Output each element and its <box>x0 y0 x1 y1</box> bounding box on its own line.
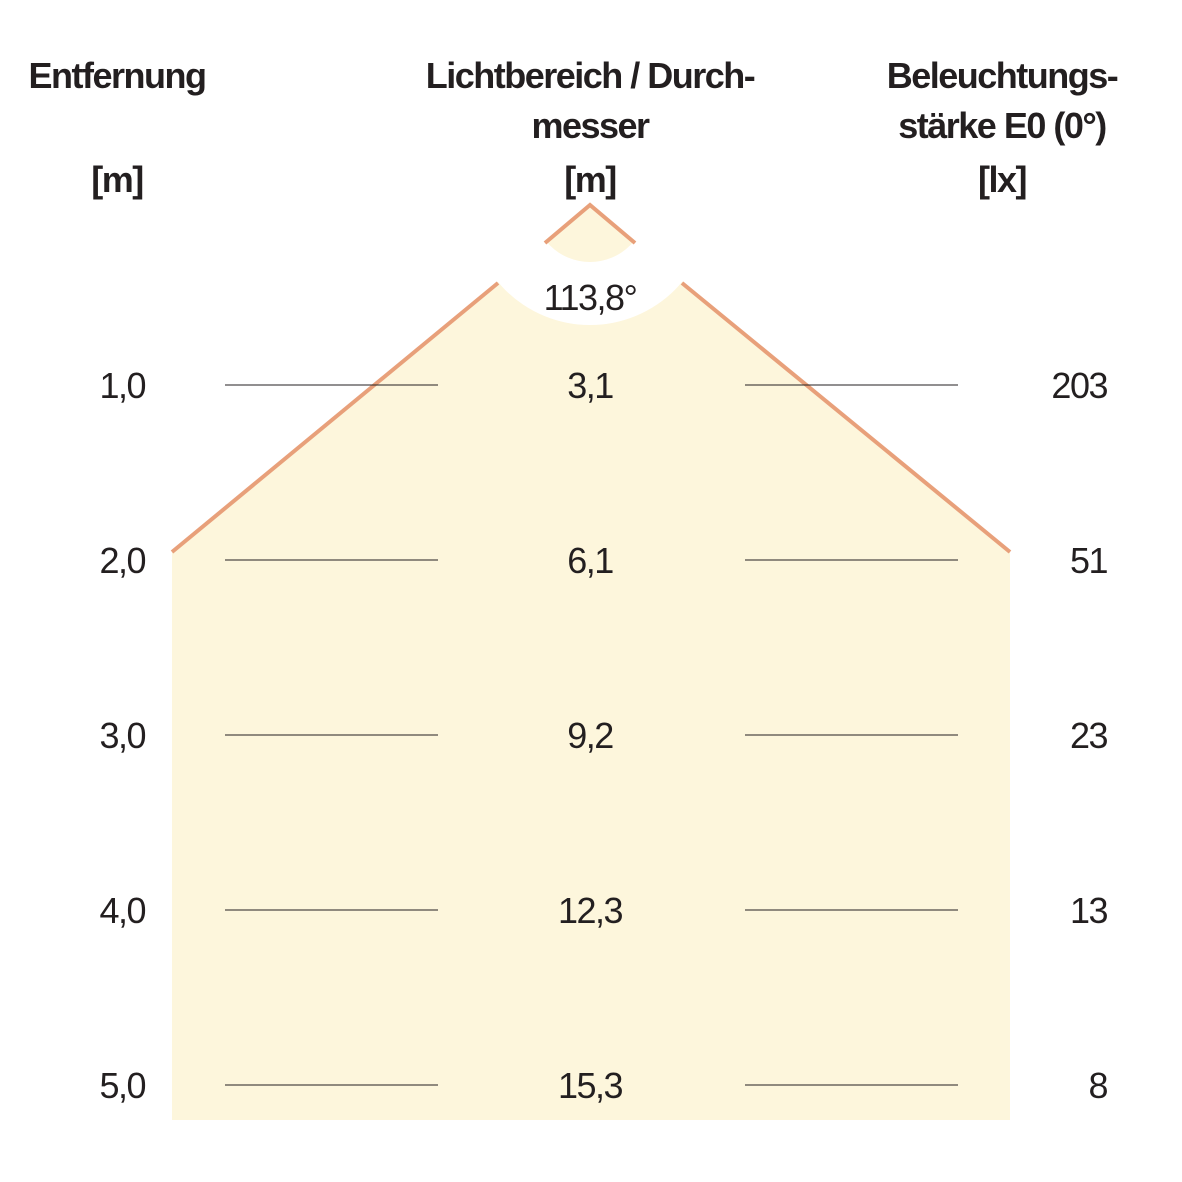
diameter-value: 12,3 <box>558 890 623 931</box>
header-distance: Entfernung <box>29 55 206 96</box>
rows: 1,0 3,1 203 2,0 6,1 51 3,0 9,2 23 4,0 12,3 13 5,0 15,… <box>99 365 1109 1106</box>
diameter-value: 9,2 <box>567 715 613 756</box>
beam-edge-apex <box>543 202 637 245</box>
table-row: 3,0 9,2 23 <box>99 715 1109 756</box>
diameter-value: 3,1 <box>567 365 613 406</box>
table-row: 5,0 15,3 8 <box>99 1065 1109 1106</box>
top-mask <box>460 80 720 205</box>
header-diameter-line2: messer <box>531 105 650 146</box>
header-illuminance-line2: stärke E0 (0°) <box>898 105 1106 146</box>
table-row: 4,0 12,3 13 <box>99 890 1109 931</box>
table-row: 2,0 6,1 51 <box>99 540 1109 581</box>
diameter-value: 6,1 <box>567 540 613 581</box>
beam-edges <box>170 202 1012 554</box>
diameter-value: 15,3 <box>558 1065 623 1106</box>
beam-cone-fill <box>172 205 1010 1120</box>
distance-value: 3,0 <box>99 715 145 756</box>
header-illuminance-unit: [lx] <box>978 159 1026 200</box>
lux-value: 8 <box>1088 1065 1107 1106</box>
lux-value: 203 <box>1051 365 1107 406</box>
beam-edge-left <box>170 281 500 554</box>
lux-value: 51 <box>1070 540 1108 581</box>
lux-value: 23 <box>1070 715 1108 756</box>
header-diameter-unit: [m] <box>564 159 616 200</box>
distance-value: 1,0 <box>99 365 145 406</box>
distance-value: 5,0 <box>99 1065 145 1106</box>
beam-angle-label: 113,8° <box>544 277 637 318</box>
distance-value: 4,0 <box>99 890 145 931</box>
header-diameter: Lichtbereich / Durch- <box>426 55 755 96</box>
lux-value: 13 <box>1070 890 1108 931</box>
header-distance-unit: [m] <box>91 159 143 200</box>
table-row: 1,0 3,1 203 <box>99 365 1109 406</box>
distance-value: 2,0 <box>99 540 145 581</box>
beam-edge-right <box>680 281 1012 554</box>
header-illuminance: Beleuchtungs- <box>887 55 1118 96</box>
